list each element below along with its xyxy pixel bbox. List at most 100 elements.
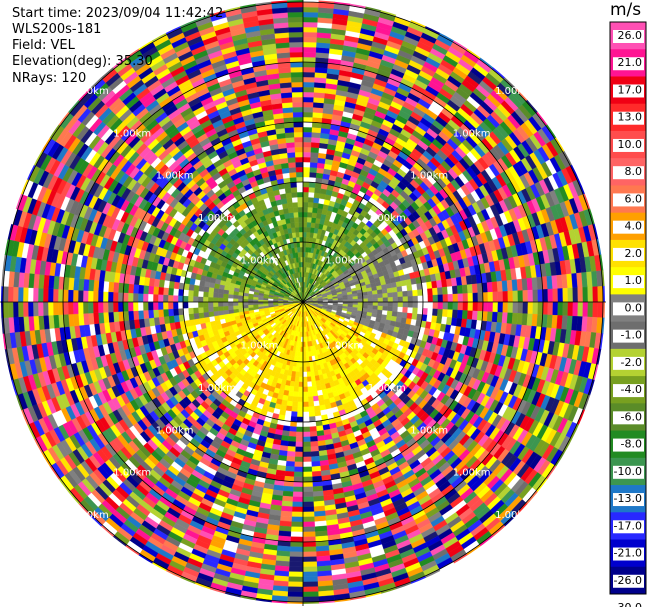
velocity-gate (292, 391, 299, 398)
velocity-gate (302, 226, 308, 233)
velocity-gate (305, 351, 309, 358)
velocity-gate (491, 281, 498, 293)
velocity-gate (391, 286, 398, 293)
velocity-gate (316, 384, 322, 392)
velocity-gate (302, 21, 318, 28)
velocity-gate (457, 301, 464, 311)
velocity-gate (302, 141, 312, 148)
velocity-gate (309, 167, 318, 173)
velocity-gate (287, 395, 294, 402)
velocity-gate (285, 460, 295, 467)
velocity-gate (302, 516, 315, 523)
velocity-gate (302, 126, 313, 133)
velocity-gate (294, 446, 304, 453)
velocity-gate (532, 289, 539, 303)
velocity-gate (362, 295, 369, 300)
velocity-gate (302, 36, 318, 43)
velocity-gate (397, 301, 404, 308)
velocity-gate (306, 371, 312, 378)
velocity-gate (302, 536, 316, 543)
velocity-gate (402, 307, 409, 314)
velocity-gate (347, 296, 354, 300)
velocity-gate (547, 301, 554, 316)
velocity-gate (422, 295, 429, 303)
velocity-gate (401, 285, 408, 292)
velocity-gate (302, 171, 310, 178)
velocity-gate (291, 406, 298, 413)
velocity-gate (427, 301, 434, 309)
velocity-gate (382, 297, 389, 303)
velocity-gate (432, 308, 438, 317)
velocity-gate (308, 416, 316, 423)
velocity-gate (302, 376, 308, 383)
velocity-gate (302, 191, 309, 198)
velocity-gate (407, 307, 414, 314)
velocity-gate (286, 400, 293, 407)
velocity-gate (302, 581, 319, 588)
velocity-gate (302, 11, 319, 18)
velocity-gate (437, 301, 444, 310)
velocity-gate (492, 291, 499, 303)
velocity-gate (367, 294, 374, 299)
velocity-gate (386, 287, 393, 294)
velocity-gate (288, 436, 297, 442)
velocity-gate (562, 287, 569, 303)
velocity-gate (297, 396, 304, 403)
velocity-gate (302, 61, 316, 68)
velocity-gate (302, 371, 308, 378)
velocity-gate (302, 91, 315, 98)
velocity-gate (302, 576, 318, 583)
velocity-gate (466, 310, 473, 320)
velocity-gate (407, 296, 414, 303)
velocity-gate (284, 470, 295, 477)
velocity-gate (291, 401, 298, 408)
velocity-gate (406, 284, 413, 292)
velocity-gate (299, 361, 304, 368)
velocity-gate (372, 301, 379, 307)
velocity-gate (299, 366, 304, 373)
velocity-gate (308, 406, 315, 413)
velocity-gate (310, 375, 316, 382)
velocity-gate (352, 296, 359, 300)
velocity-gate (597, 286, 604, 303)
velocity-gate (392, 296, 399, 303)
velocity-gate (295, 441, 304, 448)
velocity-gate (302, 476, 313, 483)
velocity-gate (362, 298, 369, 303)
velocity-gate (537, 289, 544, 303)
velocity-gate (471, 283, 478, 294)
velocity-gate (309, 426, 317, 432)
velocity-gate (602, 301, 605, 319)
velocity-gate (311, 137, 321, 144)
velocity-gate (287, 581, 304, 588)
velocity-gate (412, 295, 419, 303)
velocity-gate (298, 376, 304, 383)
velocity-gate (287, 586, 304, 593)
velocity-gate (310, 157, 319, 163)
velocity-gate (447, 286, 453, 295)
velocity-gate (297, 401, 304, 408)
velocity-gate (302, 391, 309, 398)
velocity-gate (313, 197, 320, 204)
velocity-gate (342, 297, 349, 301)
velocity-gate (572, 301, 579, 317)
velocity-gate (392, 301, 399, 308)
velocity-gate (522, 301, 529, 314)
velocity-gate (302, 196, 309, 203)
velocity-gate (302, 491, 314, 498)
velocity-gate (461, 310, 468, 320)
velocity-gate (297, 391, 304, 398)
velocity-gate (527, 301, 534, 315)
velocity-gate (302, 561, 318, 568)
velocity-gate (302, 421, 310, 428)
velocity-gate (422, 301, 429, 309)
velocity-gate (292, 396, 299, 403)
velocity-gate (357, 295, 364, 300)
velocity-gate (392, 306, 399, 313)
velocity-gate (302, 231, 307, 238)
velocity-gate (302, 236, 307, 243)
velocity-gate (486, 311, 493, 323)
velocity-gate (285, 405, 293, 412)
velocity-gate (309, 172, 317, 178)
velocity-gate (296, 411, 304, 418)
